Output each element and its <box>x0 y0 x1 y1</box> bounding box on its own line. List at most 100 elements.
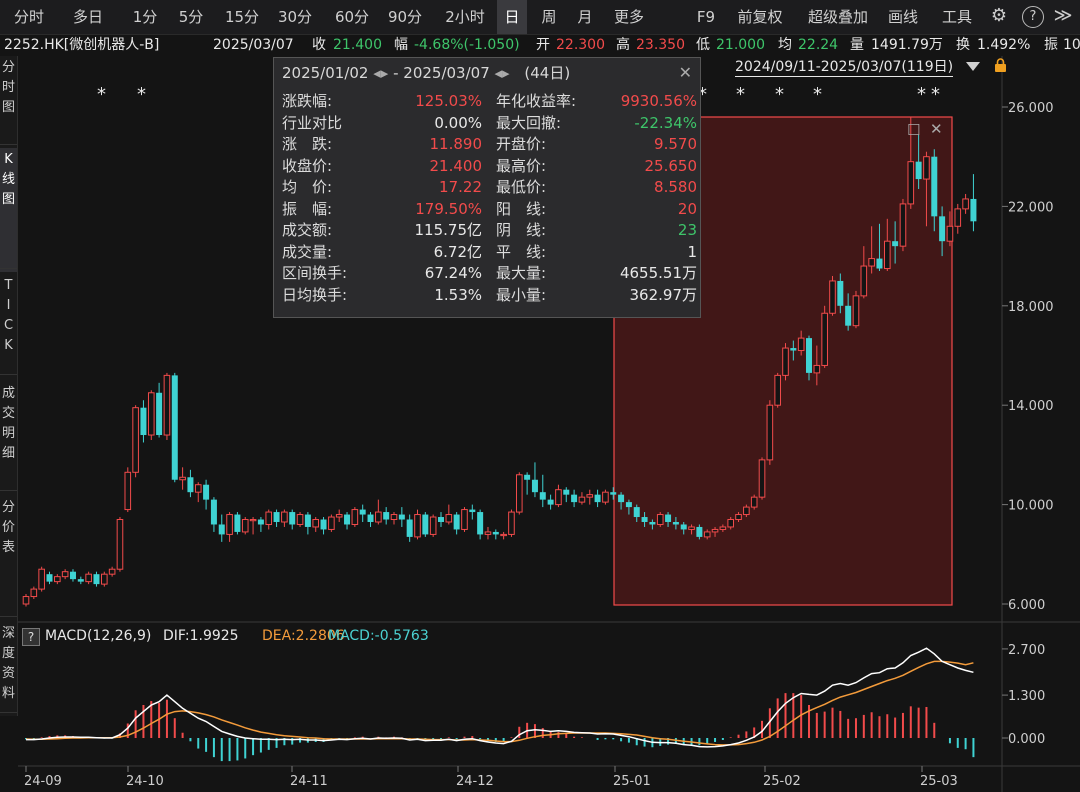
event-marker[interactable]: * <box>97 84 106 105</box>
period-tab-4[interactable]: 15分 <box>224 8 260 26</box>
period-tab-1[interactable]: 多日 <box>72 8 103 26</box>
candle-body <box>477 512 484 535</box>
macd-tick-label: 0.000 <box>1008 732 1045 747</box>
toolbar-item-1[interactable]: 前复权 <box>737 8 783 26</box>
candle-body <box>672 521 679 525</box>
candle-body <box>696 526 703 537</box>
stat-value: 11.890 <box>429 135 483 153</box>
stat-row: 最大量: 4655.51万 <box>496 263 697 284</box>
candle-body <box>578 496 586 503</box>
candle-body <box>304 514 311 527</box>
period-tab-0[interactable]: 分时 <box>13 8 44 26</box>
candle-body <box>555 489 562 506</box>
stat-label: 开盘价: <box>496 135 547 153</box>
end-date[interactable]: 2025/03/07 <box>403 64 490 82</box>
stat-row: 阳 线: 20 <box>496 199 697 220</box>
period-tab-12[interactable]: 更多 <box>613 8 644 26</box>
toolbar-item-2[interactable]: 超级叠加 <box>807 8 868 26</box>
stat-value: 125.03% <box>415 92 482 110</box>
candle-body <box>218 524 225 535</box>
high-label: 高 <box>616 37 630 53</box>
candle-body <box>688 526 695 530</box>
gear-icon[interactable]: ⚙ <box>990 5 1008 26</box>
stat-value: 4655.51万 <box>619 264 697 282</box>
candle-body <box>414 514 421 538</box>
period-tab-10[interactable]: 周 <box>541 8 557 26</box>
start-date-stepper-icon[interactable]: ◂▸ <box>373 64 389 82</box>
sidebar-tab-4[interactable]: 分价表 <box>1 500 15 555</box>
stat-row: 涨跌幅: 125.03% <box>282 91 482 112</box>
sidebar-tab-3[interactable]: 成交明细 <box>1 386 15 461</box>
event-marker[interactable]: * <box>917 84 926 105</box>
interval-stats-popup: 2025/01/02 ◂▸ - 2025/03/07 ◂▸ (44日) ✕ 涨跌… <box>273 57 701 318</box>
candle-body <box>970 198 977 222</box>
toolbar-item-3[interactable]: 画线 <box>887 8 918 26</box>
sidebar-tab-5[interactable]: 深度资料 <box>1 626 15 701</box>
question-icon[interactable]: ? <box>1022 6 1044 28</box>
period-tab-9[interactable]: 日 <box>497 0 527 34</box>
candle-body <box>320 519 327 530</box>
selection-close-icon[interactable]: ✕ <box>930 120 943 138</box>
stat-value: 20 <box>677 199 697 218</box>
stat-label: 涨跌幅: <box>282 92 333 110</box>
period-tab-3[interactable]: 5分 <box>178 8 204 26</box>
event-marker[interactable]: * <box>698 84 707 105</box>
price-tick-label: 14.000 <box>1008 399 1054 414</box>
period-tab-8[interactable]: 2小时 <box>445 8 485 26</box>
stat-value: 25.650 <box>644 156 698 175</box>
period-toolbar: 分时 多日 1分 5分 15分 30分 60分 90分 2小时日周 月 更多 F9 前复权 超级叠加 画线 工… <box>0 0 1080 35</box>
toolbar-item-4[interactable]: 工具 <box>941 8 972 26</box>
toolbar-item-0[interactable]: F9 <box>696 8 716 26</box>
stat-label: 最大回撤: <box>496 113 562 132</box>
candle-body <box>171 375 178 480</box>
candle-body <box>876 258 883 269</box>
stat-label: 振 幅: <box>282 199 333 218</box>
event-marker[interactable]: * <box>775 84 784 105</box>
stock-code[interactable]: 2252.HK[微创机器人-B] <box>4 37 160 53</box>
period-tab-11[interactable]: 月 <box>577 8 593 26</box>
indicator-help-icon[interactable]: ? <box>22 628 40 646</box>
interval-days: (44日) <box>524 64 571 82</box>
stat-row: 收盘价: 21.400 <box>282 156 482 177</box>
sidebar-tab-0[interactable]: 分时图 <box>1 60 15 115</box>
lock-icon[interactable] <box>994 58 1007 72</box>
stat-label: 最小量: <box>496 285 547 304</box>
candle-body <box>539 492 546 500</box>
macd-tick-label: 2.700 <box>1008 643 1045 658</box>
event-marker[interactable]: * <box>736 84 745 105</box>
candle-body <box>508 511 515 535</box>
low-value: 21.000 <box>716 37 765 53</box>
event-marker[interactable]: * <box>931 84 940 105</box>
period-tab-5[interactable]: 30分 <box>277 8 313 26</box>
popup-close-icon[interactable]: ✕ <box>678 63 692 82</box>
period-tab-6[interactable]: 60分 <box>334 8 370 26</box>
double-chevron-right-icon[interactable]: ≫ <box>1053 5 1073 26</box>
candle-body <box>359 509 366 515</box>
avg-value: 22.24 <box>798 37 839 53</box>
open-label: 开 <box>536 37 550 53</box>
candle-body <box>782 347 789 376</box>
event-marker[interactable]: * <box>813 84 822 105</box>
candlesticks <box>22 116 977 607</box>
candle-body <box>257 519 264 525</box>
macd-indicator-name[interactable]: MACD(12,26,9) <box>45 628 152 644</box>
candle-body <box>758 459 766 498</box>
period-tab-7[interactable]: 90分 <box>387 8 423 26</box>
period-tab-2[interactable]: 1分 <box>132 8 158 26</box>
range-dropdown-icon[interactable] <box>966 62 980 71</box>
stat-row: 振 幅: 179.50% <box>282 199 482 220</box>
start-date[interactable]: 2025/01/02 <box>282 64 369 82</box>
price-tick-label: 26.000 <box>1008 101 1054 116</box>
change-label: 幅 <box>394 37 408 53</box>
date-range-label[interactable]: 2024/09/11-2025/03/07(119日) <box>735 59 954 77</box>
candle-body <box>656 514 664 525</box>
candle-body <box>500 533 507 537</box>
end-date-stepper-icon[interactable]: ◂▸ <box>494 64 510 82</box>
event-marker[interactable]: * <box>137 84 146 105</box>
candle-body <box>54 576 61 583</box>
maximize-icon[interactable]: ☐ <box>907 121 921 139</box>
stat-row: 最小量: 362.97万 <box>496 285 697 306</box>
